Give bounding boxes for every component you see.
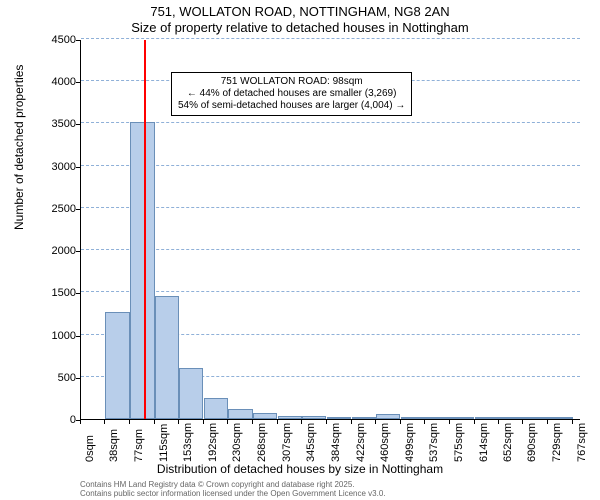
x-tick-label: 460sqm	[379, 423, 391, 462]
x-tick-mark	[498, 420, 499, 424]
histogram-bar	[376, 414, 400, 419]
x-tick-label: 192sqm	[207, 423, 219, 462]
callout-line3: 54% of semi-detached houses are larger (…	[178, 100, 405, 112]
x-tick-label: 345sqm	[305, 423, 317, 462]
x-tick-label: 499sqm	[404, 423, 416, 462]
x-tick-label: 575sqm	[453, 423, 465, 462]
x-tick-mark	[474, 420, 475, 424]
x-tick-mark	[129, 420, 130, 424]
x-tick-mark	[375, 420, 376, 424]
y-tick-label: 3000	[36, 161, 76, 173]
histogram-bar	[130, 122, 154, 419]
histogram-bar	[155, 296, 179, 419]
y-tick-label: 0	[36, 414, 76, 426]
x-tick-mark	[326, 420, 327, 424]
gridline-h	[81, 207, 580, 208]
footer-line1: Contains HM Land Registry data © Crown c…	[80, 480, 386, 489]
histogram-bar	[499, 417, 523, 419]
x-tick-label: 422sqm	[355, 423, 367, 462]
x-tick-mark	[400, 420, 401, 424]
histogram-bar	[523, 417, 547, 419]
plot-area: 751 WOLLATON ROAD: 98sqm← 44% of detache…	[80, 40, 580, 420]
x-tick-mark	[252, 420, 253, 424]
x-tick-label: 652sqm	[502, 423, 514, 462]
gridline-h	[81, 249, 580, 250]
histogram-bar	[327, 417, 351, 419]
x-tick-label: 77sqm	[133, 429, 145, 462]
histogram-bar	[204, 398, 228, 419]
x-tick-label: 268sqm	[256, 423, 268, 462]
x-tick-label: 384sqm	[330, 423, 342, 462]
x-tick-label: 153sqm	[182, 423, 194, 462]
x-tick-label: 307sqm	[281, 423, 293, 462]
callout-box: 751 WOLLATON ROAD: 98sqm← 44% of detache…	[171, 72, 412, 116]
chart-container: 751, WOLLATON ROAD, NOTTINGHAM, NG8 2AN …	[0, 0, 600, 500]
y-tick-label: 1500	[36, 287, 76, 299]
y-tick-label: 3500	[36, 118, 76, 130]
x-tick-mark	[572, 420, 573, 424]
x-tick-label: 230sqm	[231, 423, 243, 462]
x-tick-label: 537sqm	[428, 423, 440, 462]
y-tick-label: 1000	[36, 330, 76, 342]
y-tick-label: 4500	[36, 34, 76, 46]
footer-line2: Contains public sector information licen…	[80, 489, 386, 498]
x-tick-label: 614sqm	[478, 423, 490, 462]
gridline-h	[81, 38, 580, 39]
chart-title-sub: Size of property relative to detached ho…	[0, 20, 600, 35]
x-tick-mark	[178, 420, 179, 424]
callout-line1: 751 WOLLATON ROAD: 98sqm	[178, 76, 405, 88]
marker-line	[144, 40, 146, 419]
x-tick-label: 767sqm	[576, 423, 588, 462]
histogram-bar	[548, 417, 572, 419]
chart-title-main: 751, WOLLATON ROAD, NOTTINGHAM, NG8 2AN	[0, 4, 600, 19]
gridline-h	[81, 291, 580, 292]
histogram-bar	[278, 416, 302, 419]
x-tick-mark	[277, 420, 278, 424]
histogram-bar	[401, 417, 425, 419]
gridline-h	[81, 165, 580, 166]
x-tick-mark	[424, 420, 425, 424]
x-tick-label: 729sqm	[551, 423, 563, 462]
x-tick-mark	[154, 420, 155, 424]
histogram-bar	[105, 312, 129, 419]
x-tick-label: 0sqm	[84, 435, 96, 462]
histogram-bar	[179, 368, 203, 419]
y-tick-label: 500	[36, 372, 76, 384]
x-tick-label: 690sqm	[526, 423, 538, 462]
histogram-bar	[425, 417, 449, 419]
gridline-h	[81, 122, 580, 123]
histogram-bar	[228, 409, 252, 419]
x-tick-label: 38sqm	[108, 429, 120, 462]
x-tick-mark	[104, 420, 105, 424]
x-tick-mark	[80, 420, 81, 424]
histogram-bar	[450, 417, 474, 419]
x-tick-mark	[227, 420, 228, 424]
histogram-bar	[475, 417, 499, 419]
x-axis-label: Distribution of detached houses by size …	[0, 462, 600, 476]
x-tick-mark	[449, 420, 450, 424]
histogram-bar	[352, 417, 376, 419]
x-tick-mark	[547, 420, 548, 424]
histogram-bar	[253, 413, 277, 419]
x-tick-label: 115sqm	[158, 424, 170, 462]
y-tick-label: 2500	[36, 203, 76, 215]
x-tick-mark	[522, 420, 523, 424]
x-tick-mark	[203, 420, 204, 424]
y-axis-label: Number of detached properties	[12, 65, 26, 230]
y-tick-label: 4000	[36, 76, 76, 88]
x-tick-mark	[351, 420, 352, 424]
y-tick-label: 2000	[36, 245, 76, 257]
chart-footer: Contains HM Land Registry data © Crown c…	[80, 480, 386, 498]
x-tick-mark	[301, 420, 302, 424]
histogram-bar	[302, 416, 326, 419]
callout-line2: ← 44% of detached houses are smaller (3,…	[178, 88, 405, 100]
